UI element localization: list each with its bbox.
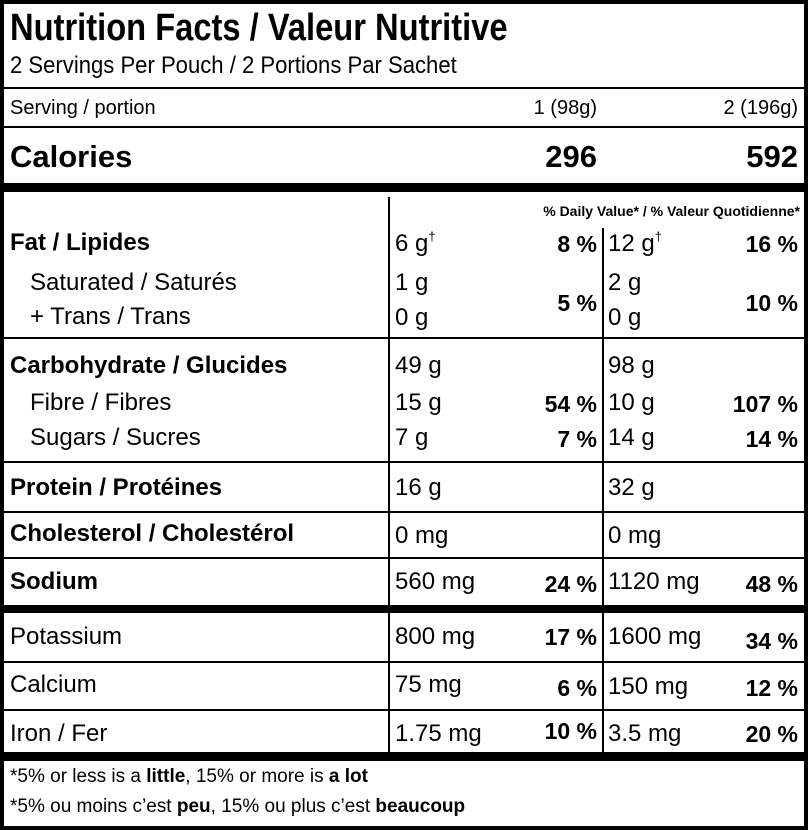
trans-label: + Trans / Trans (30, 303, 191, 330)
carb-label: Carbohydrate / Glucides (10, 352, 288, 379)
dagger: † (428, 229, 436, 244)
fat-label: Fat / Lipides (10, 229, 151, 256)
fat-p2: 16 % (745, 231, 798, 257)
fibre-p1: 54 % (544, 391, 597, 417)
fat-v2: 12 g† (608, 229, 662, 257)
divider (4, 661, 804, 663)
protein-v1: 16 g (395, 474, 442, 501)
potassium-label: Potassium (10, 623, 123, 650)
column-divider (602, 228, 604, 752)
carb-v1: 49 g (395, 352, 442, 379)
sodium-label: Sodium (10, 568, 98, 595)
serving-col2: 2 (196g) (723, 97, 799, 119)
sodium-p1: 24 % (544, 571, 597, 597)
thick-divider (4, 605, 804, 613)
divider (4, 709, 804, 711)
daily-value-header: % Daily Value* / % Valeur Quotidienne* (543, 203, 800, 219)
saturated-v2: 2 g (608, 269, 642, 296)
saturated-v1: 1 g (395, 269, 429, 296)
cholesterol-label: Cholesterol / Cholestérol (10, 520, 295, 547)
fibre-label: Fibre / Fibres (30, 389, 172, 416)
iron-v2: 3.5 mg (608, 720, 682, 747)
trans-v2: 0 g (608, 304, 642, 331)
fat-v1: 6 g† (395, 229, 436, 257)
thick-divider (4, 183, 804, 192)
sodium-p2: 48 % (745, 571, 798, 597)
label-title: Nutrition Facts / Valeur Nutritive (10, 7, 508, 49)
sugars-label: Sugars / Sucres (30, 424, 201, 451)
potassium-v2: 1600 mg (608, 623, 702, 650)
divider (4, 511, 804, 513)
iron-p1: 10 % (544, 718, 597, 744)
sugars-v2: 14 g (608, 424, 655, 451)
calcium-v2: 150 mg (608, 673, 689, 700)
servings-per-container: 2 Servings Per Pouch / 2 Portions Par Sa… (10, 52, 457, 79)
potassium-v1: 800 mg (395, 623, 476, 650)
fat-p1: 8 % (557, 231, 597, 257)
calories-label: Calories (10, 139, 133, 174)
fibre-v1: 15 g (395, 389, 442, 416)
iron-p2: 20 % (745, 721, 798, 747)
iron-v1: 1.75 mg (395, 720, 482, 747)
calories-col1: 296 (545, 139, 597, 174)
trans-v1: 0 g (395, 304, 429, 331)
potassium-p1: 17 % (544, 624, 597, 650)
footnote-fr: *5% ou moins c’est peu, 15% ou plus c’es… (10, 796, 466, 817)
dagger: † (654, 229, 662, 244)
serving-label: Serving / portion (10, 97, 156, 119)
footnote-en: *5% or less is a little, 15% or more is … (10, 766, 368, 787)
calories-col2: 592 (746, 139, 798, 174)
thick-divider (4, 752, 804, 761)
iron-label: Iron / Fer (10, 720, 108, 747)
fibre-v2: 10 g (608, 389, 655, 416)
calcium-v1: 75 mg (395, 671, 462, 698)
serving-col1: 1 (98g) (533, 97, 597, 119)
sugars-v1: 7 g (395, 424, 429, 451)
divider (4, 126, 804, 128)
divider (4, 557, 804, 559)
divider (4, 461, 804, 463)
cholesterol-v2: 0 mg (608, 522, 662, 549)
protein-v2: 32 g (608, 474, 655, 501)
potassium-p2: 34 % (745, 628, 798, 654)
calcium-p1: 6 % (557, 675, 597, 701)
cholesterol-v1: 0 mg (395, 522, 449, 549)
sodium-v2: 1120 mg (608, 568, 700, 595)
saturated-label: Saturated / Saturés (30, 269, 237, 296)
calcium-p2: 12 % (745, 675, 798, 701)
sugars-p2: 14 % (745, 426, 798, 452)
sugars-p1: 7 % (557, 426, 597, 452)
fibre-p2: 107 % (732, 391, 798, 417)
sat-trans-p1: 5 % (557, 290, 597, 316)
sodium-v1: 560 mg (395, 568, 476, 595)
carb-v2: 98 g (608, 352, 655, 379)
divider (4, 87, 804, 89)
divider (4, 337, 804, 339)
sat-trans-p2: 10 % (745, 290, 798, 316)
protein-label: Protein / Protéines (10, 474, 223, 501)
calcium-label: Calcium (10, 671, 97, 698)
column-divider (388, 197, 390, 752)
